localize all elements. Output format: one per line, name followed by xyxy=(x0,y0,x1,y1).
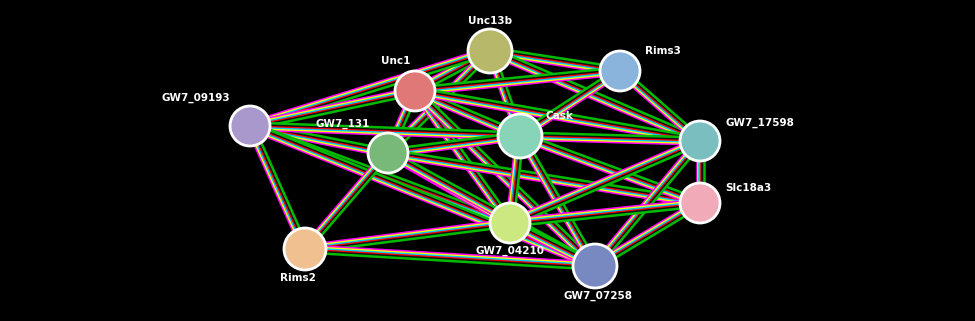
Circle shape xyxy=(368,133,408,173)
Circle shape xyxy=(468,29,512,73)
Text: GW7_131: GW7_131 xyxy=(316,119,370,129)
Text: GW7_07258: GW7_07258 xyxy=(564,291,633,301)
Text: Rims2: Rims2 xyxy=(280,273,316,283)
Circle shape xyxy=(600,51,640,91)
Circle shape xyxy=(680,121,720,161)
Circle shape xyxy=(284,228,326,270)
Circle shape xyxy=(490,203,530,243)
Text: Cask: Cask xyxy=(545,111,573,121)
Circle shape xyxy=(230,106,270,146)
Text: Unc13b: Unc13b xyxy=(468,16,512,26)
Circle shape xyxy=(680,183,720,223)
Text: GW7_04210: GW7_04210 xyxy=(476,246,544,256)
Circle shape xyxy=(498,114,542,158)
Circle shape xyxy=(395,71,435,111)
Text: Unc1: Unc1 xyxy=(380,56,410,66)
Text: GW7_17598: GW7_17598 xyxy=(725,118,794,128)
Text: Rims3: Rims3 xyxy=(645,46,681,56)
Circle shape xyxy=(573,244,617,288)
Text: Slc18a3: Slc18a3 xyxy=(725,183,771,193)
Text: GW7_09193: GW7_09193 xyxy=(162,93,230,103)
